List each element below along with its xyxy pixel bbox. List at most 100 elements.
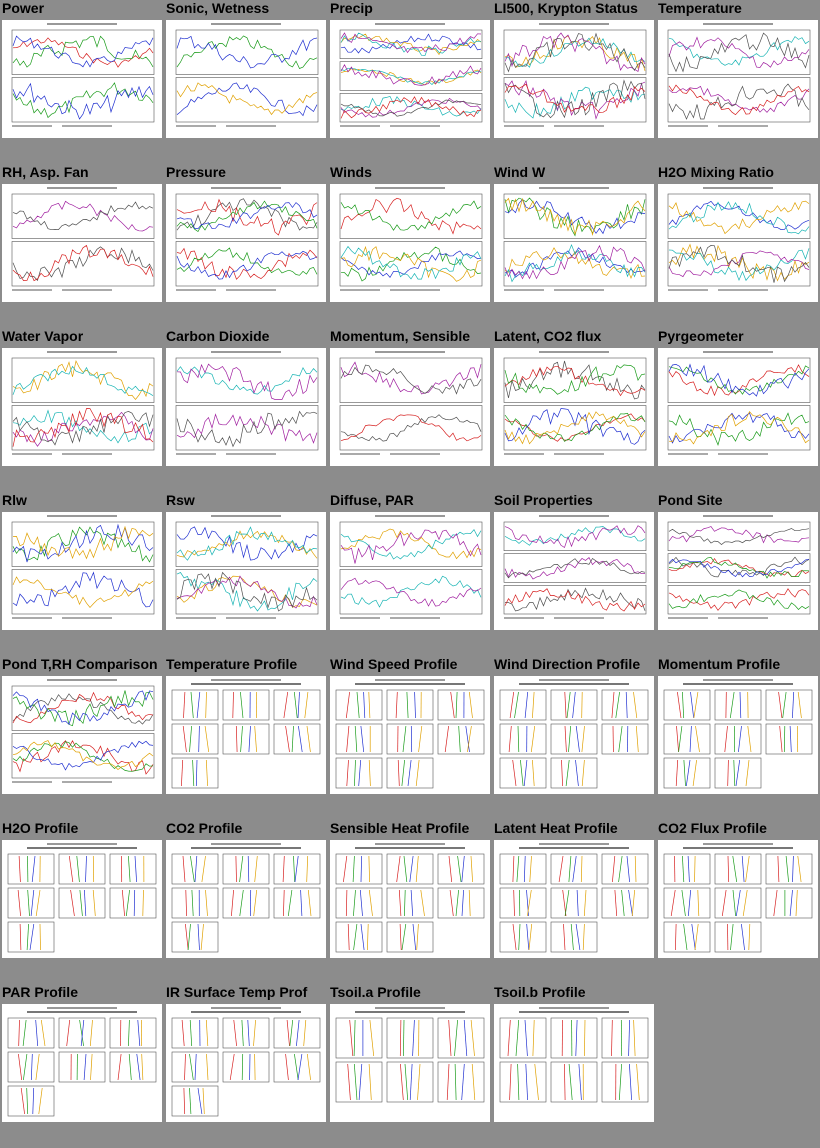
panel-title[interactable]: Wind Direction Profile — [494, 656, 641, 672]
plot-panel[interactable]: Water Vapor — [0, 328, 164, 492]
panel-title[interactable]: Rsw — [166, 492, 195, 508]
plot-thumbnail[interactable] — [2, 1004, 162, 1122]
plot-thumbnail[interactable] — [494, 512, 654, 630]
panel-title[interactable]: Pond T,RH Comparison — [2, 656, 158, 672]
panel-title[interactable]: Momentum Profile — [658, 656, 781, 672]
plot-panel[interactable]: Sonic, Wetness — [164, 0, 328, 164]
panel-title[interactable]: Pyrgeometer — [658, 328, 744, 344]
plot-panel[interactable]: Temperature Profile — [164, 656, 328, 820]
panel-title[interactable]: Precip — [330, 0, 373, 16]
panel-title[interactable]: Temperature Profile — [166, 656, 298, 672]
panel-title[interactable]: H2O Profile — [2, 820, 79, 836]
plot-panel[interactable]: Momentum, Sensible — [328, 328, 492, 492]
plot-panel[interactable]: Precip — [328, 0, 492, 164]
plot-panel[interactable]: CO2 Flux Profile — [656, 820, 820, 984]
plot-thumbnail[interactable] — [494, 676, 654, 794]
plot-thumbnail[interactable] — [166, 184, 326, 302]
plot-thumbnail[interactable] — [2, 840, 162, 958]
plot-thumbnail[interactable] — [330, 1004, 490, 1122]
panel-title[interactable]: Sonic, Wetness — [166, 0, 270, 16]
panel-title[interactable]: Latent Heat Profile — [494, 820, 618, 836]
plot-thumbnail[interactable] — [2, 348, 162, 466]
plot-panel[interactable]: Pyrgeometer — [656, 328, 820, 492]
plot-panel[interactable]: Soil Properties — [492, 492, 656, 656]
panel-title[interactable]: Soil Properties — [494, 492, 593, 508]
plot-thumbnail[interactable] — [2, 20, 162, 138]
plot-thumbnail[interactable] — [658, 348, 818, 466]
plot-panel[interactable]: Pond T,RH Comparison — [0, 656, 164, 820]
plot-panel[interactable]: Carbon Dioxide — [164, 328, 328, 492]
plot-thumbnail[interactable] — [658, 184, 818, 302]
plot-thumbnail[interactable] — [330, 20, 490, 138]
panel-title[interactable]: LI500, Krypton Status — [494, 0, 638, 16]
plot-thumbnail[interactable] — [2, 512, 162, 630]
panel-title[interactable]: Wind Speed Profile — [330, 656, 458, 672]
plot-panel[interactable]: Sensible Heat Profile — [328, 820, 492, 984]
panel-title[interactable]: CO2 Profile — [166, 820, 243, 836]
plot-thumbnail[interactable] — [166, 20, 326, 138]
plot-thumbnail[interactable] — [658, 676, 818, 794]
plot-thumbnail[interactable] — [166, 348, 326, 466]
panel-title[interactable]: Momentum, Sensible — [330, 328, 471, 344]
plot-panel[interactable]: PAR Profile — [0, 984, 164, 1148]
plot-thumbnail[interactable] — [330, 348, 490, 466]
panel-title[interactable]: IR Surface Temp Prof — [166, 984, 308, 1000]
plot-panel[interactable]: Momentum Profile — [656, 656, 820, 820]
plot-panel[interactable]: LI500, Krypton Status — [492, 0, 656, 164]
plot-panel[interactable]: Temperature — [656, 0, 820, 164]
plot-panel[interactable]: Pressure — [164, 164, 328, 328]
plot-thumbnail[interactable] — [166, 1004, 326, 1122]
plot-panel[interactable]: Pond Site — [656, 492, 820, 656]
panel-title[interactable]: Sensible Heat Profile — [330, 820, 470, 836]
panel-title[interactable]: Winds — [330, 164, 372, 180]
panel-title[interactable]: Power — [2, 0, 45, 16]
panel-title[interactable]: Water Vapor — [2, 328, 84, 344]
plot-panel[interactable]: Latent, CO2 flux — [492, 328, 656, 492]
plot-panel[interactable]: Winds — [328, 164, 492, 328]
plot-panel[interactable]: Rsw — [164, 492, 328, 656]
panel-title[interactable]: Temperature — [658, 0, 742, 16]
panel-title[interactable]: Tsoil.a Profile — [330, 984, 421, 1000]
panel-title[interactable]: Carbon Dioxide — [166, 328, 270, 344]
panel-title[interactable]: Latent, CO2 flux — [494, 328, 602, 344]
plot-thumbnail[interactable] — [494, 184, 654, 302]
plot-panel[interactable]: Rlw — [0, 492, 164, 656]
plot-panel[interactable]: H2O Mixing Ratio — [656, 164, 820, 328]
plot-thumbnail[interactable] — [330, 676, 490, 794]
plot-panel[interactable]: RH, Asp. Fan — [0, 164, 164, 328]
plot-panel[interactable]: IR Surface Temp Prof — [164, 984, 328, 1148]
plot-panel[interactable]: Wind Speed Profile — [328, 656, 492, 820]
plot-thumbnail[interactable] — [494, 1004, 654, 1122]
plot-panel[interactable]: Latent Heat Profile — [492, 820, 656, 984]
plot-thumbnail[interactable] — [658, 20, 818, 138]
panel-title[interactable]: Tsoil.b Profile — [494, 984, 586, 1000]
plot-panel[interactable]: Tsoil.b Profile — [492, 984, 656, 1148]
plot-thumbnail[interactable] — [166, 512, 326, 630]
panel-title[interactable]: H2O Mixing Ratio — [658, 164, 774, 180]
plot-thumbnail[interactable] — [2, 676, 162, 794]
panel-title[interactable]: Diffuse, PAR — [330, 492, 414, 508]
panel-title[interactable]: RH, Asp. Fan — [2, 164, 89, 180]
plot-panel[interactable]: Diffuse, PAR — [328, 492, 492, 656]
panel-title[interactable]: PAR Profile — [2, 984, 78, 1000]
panel-title[interactable]: Pond Site — [658, 492, 723, 508]
plot-panel[interactable]: H2O Profile — [0, 820, 164, 984]
panel-title[interactable]: Wind W — [494, 164, 546, 180]
panel-title[interactable]: CO2 Flux Profile — [658, 820, 767, 836]
panel-title[interactable]: Pressure — [166, 164, 226, 180]
plot-thumbnail[interactable] — [494, 20, 654, 138]
plot-thumbnail[interactable] — [658, 840, 818, 958]
plot-thumbnail[interactable] — [494, 348, 654, 466]
plot-panel[interactable]: Wind Direction Profile — [492, 656, 656, 820]
plot-thumbnail[interactable] — [330, 840, 490, 958]
plot-thumbnail[interactable] — [330, 184, 490, 302]
plot-thumbnail[interactable] — [658, 512, 818, 630]
plot-panel[interactable]: CO2 Profile — [164, 820, 328, 984]
plot-panel[interactable]: Power — [0, 0, 164, 164]
plot-thumbnail[interactable] — [2, 184, 162, 302]
plot-thumbnail[interactable] — [494, 840, 654, 958]
panel-title[interactable]: Rlw — [2, 492, 27, 508]
plot-thumbnail[interactable] — [166, 676, 326, 794]
plot-panel[interactable]: Tsoil.a Profile — [328, 984, 492, 1148]
plot-thumbnail[interactable] — [330, 512, 490, 630]
